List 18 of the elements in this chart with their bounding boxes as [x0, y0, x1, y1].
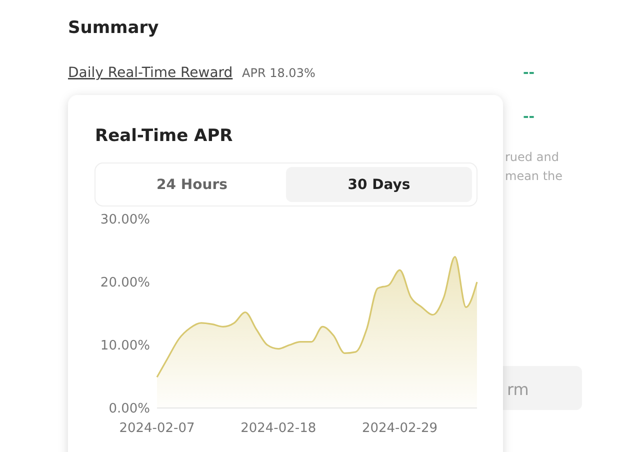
y-tick-label: 20.00% — [100, 276, 150, 291]
text: Summary — [68, 18, 159, 38]
y-tick-label: 10.00% — [100, 338, 150, 354]
text: mean the — [505, 169, 563, 183]
text: rued and — [505, 150, 559, 164]
chart-title: Real-Time APR — [95, 126, 233, 146]
text: rm — [507, 380, 529, 399]
text: -- — [523, 65, 535, 81]
text: 30 Days — [348, 177, 410, 193]
y-tick-label: 30.00% — [100, 212, 150, 228]
text: Daily Real-Time Reward — [68, 65, 233, 81]
x-tick-label: 2024-02-18 — [240, 421, 316, 436]
x-tick-label: 2024-02-07 — [119, 421, 195, 436]
text: 24 Hours — [156, 177, 228, 193]
text: APR 18.03% — [242, 66, 316, 80]
y-tick-label: 0.00% — [108, 402, 150, 417]
text: -- — [523, 109, 535, 125]
x-tick-label: 2024-02-29 — [362, 421, 438, 436]
